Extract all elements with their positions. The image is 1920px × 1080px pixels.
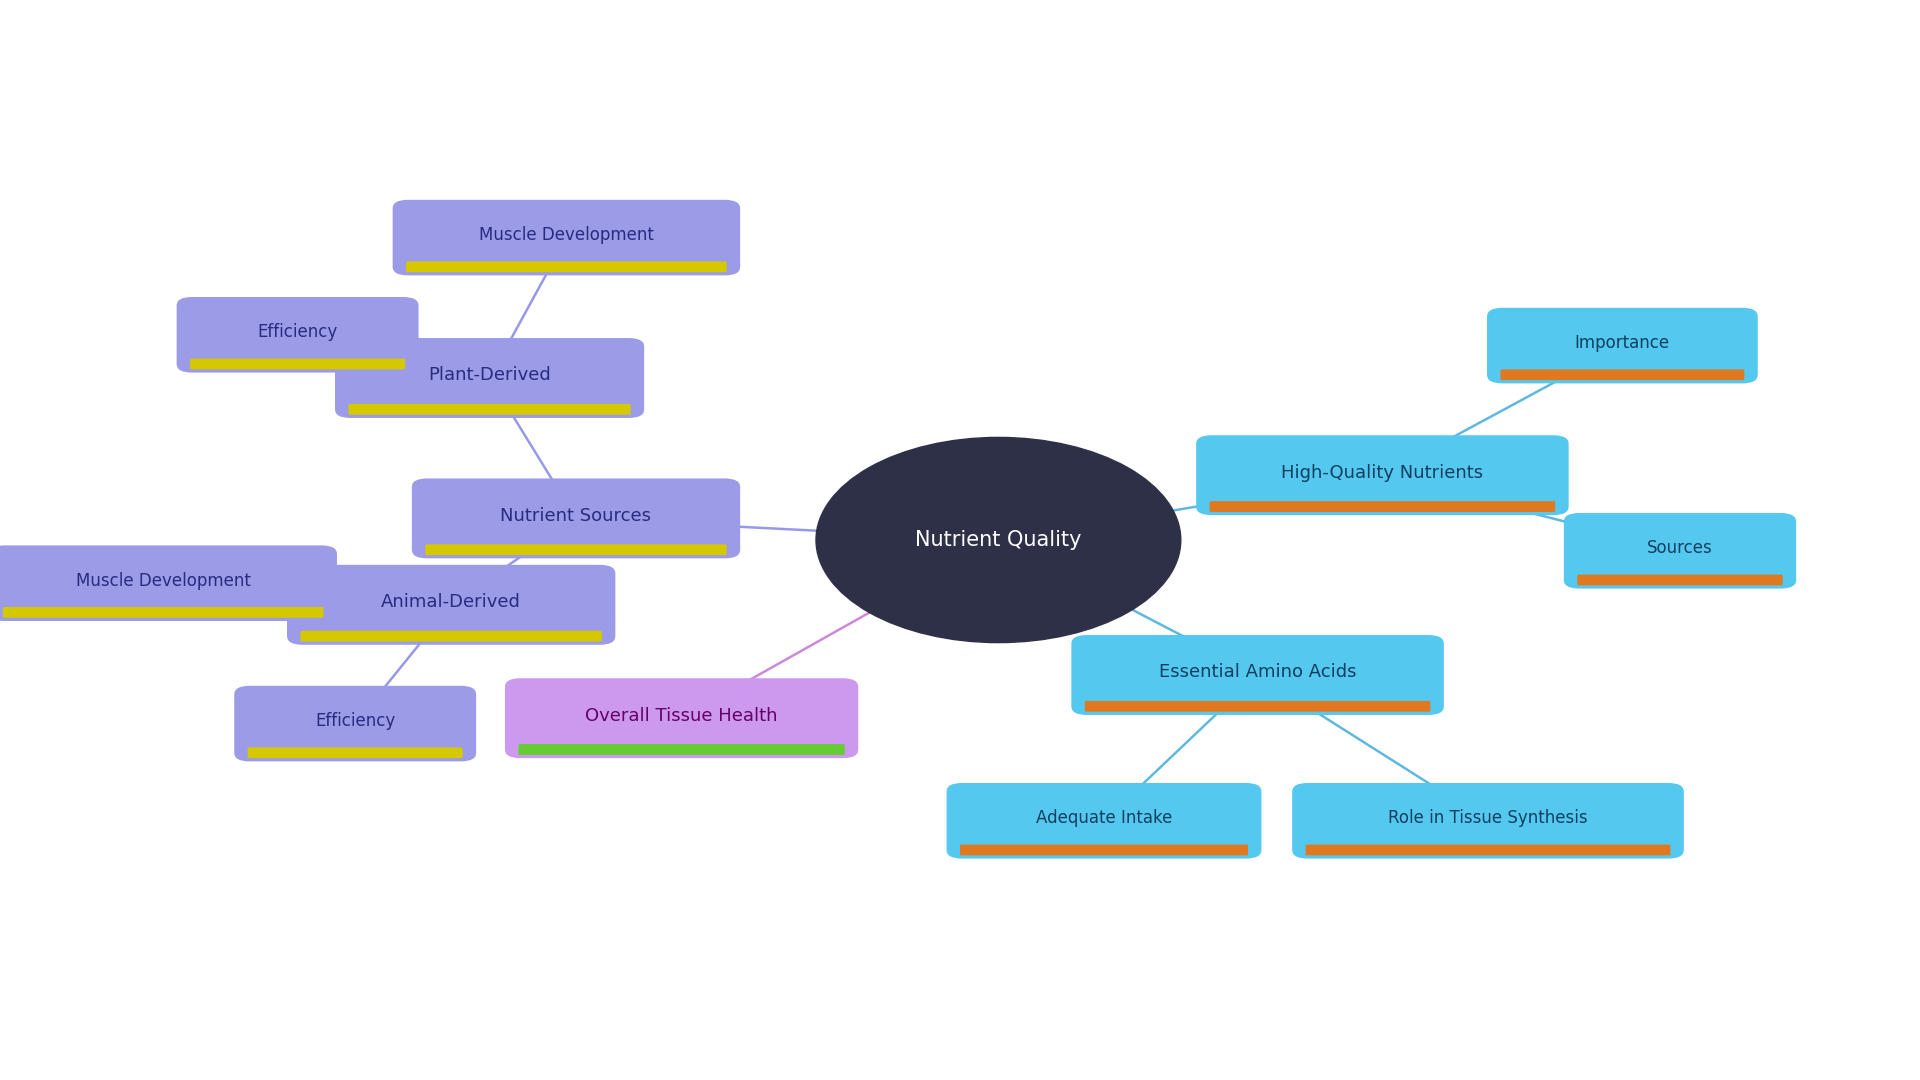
Text: Muscle Development: Muscle Development [75,572,252,590]
FancyBboxPatch shape [947,783,1261,859]
Text: Adequate Intake: Adequate Intake [1035,810,1173,827]
Text: Efficiency: Efficiency [315,713,396,730]
Text: Essential Amino Acids: Essential Amino Acids [1160,663,1356,681]
Text: Muscle Development: Muscle Development [478,227,655,244]
FancyBboxPatch shape [286,565,614,645]
FancyBboxPatch shape [334,338,643,418]
Text: Animal-Derived: Animal-Derived [382,593,520,611]
FancyBboxPatch shape [1210,501,1555,512]
FancyBboxPatch shape [1578,575,1782,585]
FancyBboxPatch shape [960,845,1248,855]
FancyBboxPatch shape [1486,308,1759,383]
FancyBboxPatch shape [1563,513,1797,589]
Text: Overall Tissue Health: Overall Tissue Health [586,706,778,725]
FancyBboxPatch shape [248,747,463,758]
FancyBboxPatch shape [4,607,323,618]
Text: Role in Tissue Synthesis: Role in Tissue Synthesis [1388,810,1588,827]
Text: Nutrient Quality: Nutrient Quality [916,530,1081,550]
FancyBboxPatch shape [505,678,858,758]
FancyBboxPatch shape [1501,369,1743,380]
FancyBboxPatch shape [1085,701,1430,712]
FancyBboxPatch shape [392,200,739,275]
FancyBboxPatch shape [190,359,405,369]
FancyBboxPatch shape [424,544,726,555]
FancyBboxPatch shape [1292,783,1684,859]
FancyBboxPatch shape [518,744,845,755]
FancyBboxPatch shape [177,297,419,373]
FancyBboxPatch shape [1196,435,1569,515]
Text: Efficiency: Efficiency [257,324,338,341]
Circle shape [816,437,1181,643]
Text: Plant-Derived: Plant-Derived [428,366,551,384]
FancyBboxPatch shape [300,631,603,642]
FancyBboxPatch shape [1306,845,1670,855]
FancyBboxPatch shape [0,545,338,621]
Text: Nutrient Sources: Nutrient Sources [501,507,651,525]
Text: Importance: Importance [1574,335,1670,352]
FancyBboxPatch shape [234,686,476,761]
Text: Sources: Sources [1647,540,1713,557]
FancyBboxPatch shape [1071,635,1444,715]
FancyBboxPatch shape [349,404,630,415]
FancyBboxPatch shape [405,261,726,272]
FancyBboxPatch shape [411,478,739,558]
Text: High-Quality Nutrients: High-Quality Nutrients [1281,463,1484,482]
